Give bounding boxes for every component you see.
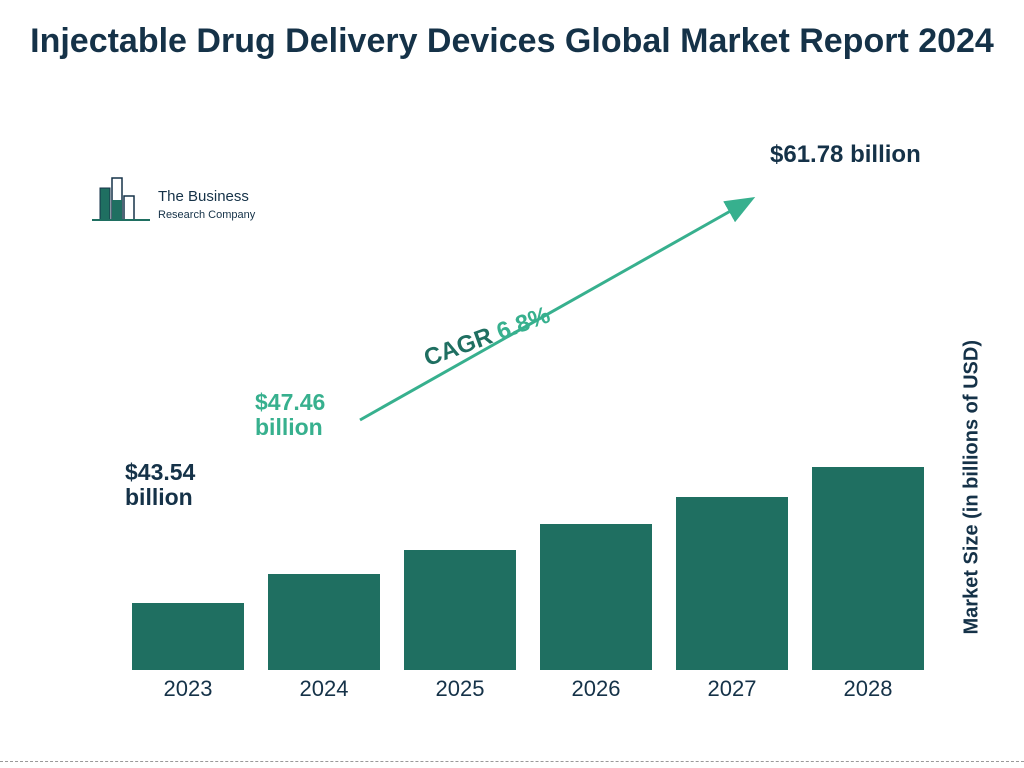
chart-title: Injectable Drug Delivery Devices Global …	[0, 20, 1024, 63]
xlabel-2024: 2024	[268, 676, 380, 702]
bar-2027	[676, 497, 788, 671]
footer-divider	[0, 761, 1024, 762]
bar-2024	[268, 574, 380, 670]
y-axis-label: Market Size (in billions of USD)	[960, 340, 983, 634]
bar-2025	[404, 550, 516, 670]
xlabel-2026: 2026	[540, 676, 652, 702]
xlabel-2023: 2023	[132, 676, 244, 702]
xlabel-2028: 2028	[812, 676, 924, 702]
bar-2028	[812, 467, 924, 670]
chart-area: $43.54 billion $47.46 billion $61.78 bil…	[70, 140, 950, 700]
xlabel-2027: 2027	[676, 676, 788, 702]
xlabel-2025: 2025	[404, 676, 516, 702]
bar-2026	[540, 524, 652, 670]
chart-container: Injectable Drug Delivery Devices Global …	[0, 0, 1024, 768]
bar-2023	[132, 603, 244, 670]
